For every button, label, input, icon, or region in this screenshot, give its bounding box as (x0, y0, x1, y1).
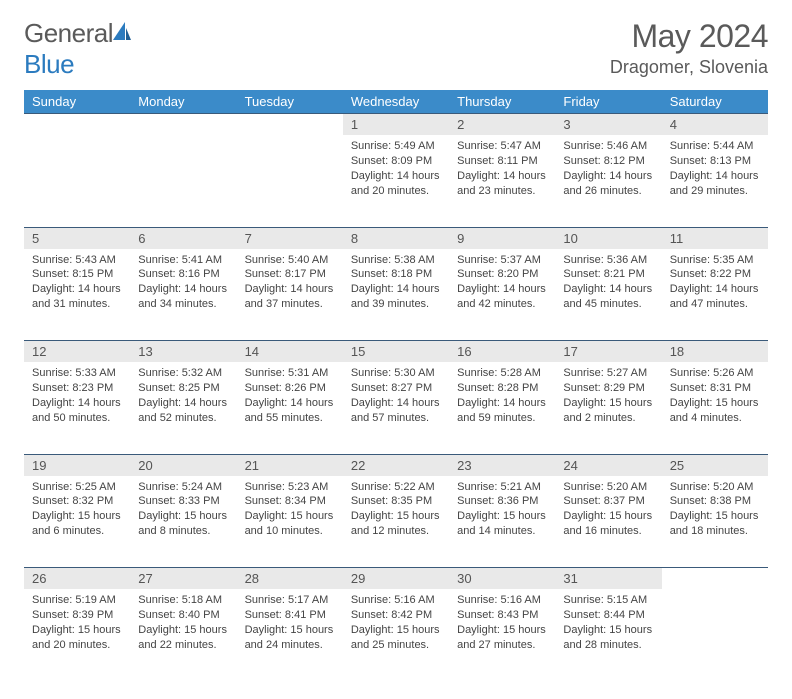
day-data-cell (237, 135, 343, 227)
day-data-cell: Sunrise: 5:37 AMSunset: 8:20 PMDaylight:… (449, 249, 555, 341)
day-number-cell: 26 (24, 568, 130, 590)
day-data-cell: Sunrise: 5:49 AMSunset: 8:09 PMDaylight:… (343, 135, 449, 227)
day-number-cell: 31 (555, 568, 661, 590)
day-number-cell (24, 114, 130, 136)
weekday-header: Sunday (24, 90, 130, 114)
day-data-cell: Sunrise: 5:20 AMSunset: 8:37 PMDaylight:… (555, 476, 661, 568)
brand-part1: General (24, 18, 113, 48)
day-number-row: 12131415161718 (24, 341, 768, 363)
day-data-cell: Sunrise: 5:21 AMSunset: 8:36 PMDaylight:… (449, 476, 555, 568)
day-data-cell: Sunrise: 5:47 AMSunset: 8:11 PMDaylight:… (449, 135, 555, 227)
day-data-cell: Sunrise: 5:17 AMSunset: 8:41 PMDaylight:… (237, 589, 343, 681)
day-number-cell: 27 (130, 568, 236, 590)
sail-icon (111, 18, 133, 40)
day-number-cell: 9 (449, 227, 555, 249)
day-data-cell: Sunrise: 5:26 AMSunset: 8:31 PMDaylight:… (662, 362, 768, 454)
day-data-cell: Sunrise: 5:43 AMSunset: 8:15 PMDaylight:… (24, 249, 130, 341)
brand-logo: GeneralBlue (24, 18, 133, 80)
day-data-cell: Sunrise: 5:36 AMSunset: 8:21 PMDaylight:… (555, 249, 661, 341)
day-number-cell: 18 (662, 341, 768, 363)
weekday-header: Thursday (449, 90, 555, 114)
day-number-cell: 10 (555, 227, 661, 249)
day-data-cell: Sunrise: 5:15 AMSunset: 8:44 PMDaylight:… (555, 589, 661, 681)
weekday-header: Wednesday (343, 90, 449, 114)
day-data-row: Sunrise: 5:43 AMSunset: 8:15 PMDaylight:… (24, 249, 768, 341)
day-number-cell: 16 (449, 341, 555, 363)
day-number-cell (237, 114, 343, 136)
day-data-cell: Sunrise: 5:28 AMSunset: 8:28 PMDaylight:… (449, 362, 555, 454)
day-number-cell: 23 (449, 454, 555, 476)
weekday-header: Friday (555, 90, 661, 114)
day-data-row: Sunrise: 5:33 AMSunset: 8:23 PMDaylight:… (24, 362, 768, 454)
weekday-header-row: Sunday Monday Tuesday Wednesday Thursday… (24, 90, 768, 114)
brand-text: GeneralBlue (24, 18, 133, 80)
day-data-cell: Sunrise: 5:35 AMSunset: 8:22 PMDaylight:… (662, 249, 768, 341)
weekday-header: Tuesday (237, 90, 343, 114)
day-number-cell: 15 (343, 341, 449, 363)
day-data-cell: Sunrise: 5:30 AMSunset: 8:27 PMDaylight:… (343, 362, 449, 454)
day-number-cell: 20 (130, 454, 236, 476)
day-data-cell: Sunrise: 5:38 AMSunset: 8:18 PMDaylight:… (343, 249, 449, 341)
calendar-table: Sunday Monday Tuesday Wednesday Thursday… (24, 90, 768, 681)
day-number-cell: 28 (237, 568, 343, 590)
day-number-cell (130, 114, 236, 136)
day-data-cell: Sunrise: 5:32 AMSunset: 8:25 PMDaylight:… (130, 362, 236, 454)
day-data-cell: Sunrise: 5:40 AMSunset: 8:17 PMDaylight:… (237, 249, 343, 341)
day-data-cell: Sunrise: 5:33 AMSunset: 8:23 PMDaylight:… (24, 362, 130, 454)
day-data-cell (662, 589, 768, 681)
day-data-cell: Sunrise: 5:19 AMSunset: 8:39 PMDaylight:… (24, 589, 130, 681)
day-data-row: Sunrise: 5:25 AMSunset: 8:32 PMDaylight:… (24, 476, 768, 568)
day-number-row: 567891011 (24, 227, 768, 249)
day-data-cell: Sunrise: 5:24 AMSunset: 8:33 PMDaylight:… (130, 476, 236, 568)
day-data-cell: Sunrise: 5:16 AMSunset: 8:43 PMDaylight:… (449, 589, 555, 681)
location: Dragomer, Slovenia (610, 57, 768, 78)
day-number-cell: 8 (343, 227, 449, 249)
day-data-cell: Sunrise: 5:31 AMSunset: 8:26 PMDaylight:… (237, 362, 343, 454)
weekday-header: Monday (130, 90, 236, 114)
day-data-cell: Sunrise: 5:46 AMSunset: 8:12 PMDaylight:… (555, 135, 661, 227)
day-number-cell: 12 (24, 341, 130, 363)
day-number-cell: 4 (662, 114, 768, 136)
day-data-cell: Sunrise: 5:25 AMSunset: 8:32 PMDaylight:… (24, 476, 130, 568)
day-number-row: 19202122232425 (24, 454, 768, 476)
day-number-cell: 29 (343, 568, 449, 590)
day-number-cell: 19 (24, 454, 130, 476)
day-number-cell: 14 (237, 341, 343, 363)
day-number-cell (662, 568, 768, 590)
day-data-cell: Sunrise: 5:16 AMSunset: 8:42 PMDaylight:… (343, 589, 449, 681)
day-number-cell: 17 (555, 341, 661, 363)
title-block: May 2024 Dragomer, Slovenia (610, 18, 768, 78)
day-data-row: Sunrise: 5:19 AMSunset: 8:39 PMDaylight:… (24, 589, 768, 681)
day-data-cell: Sunrise: 5:41 AMSunset: 8:16 PMDaylight:… (130, 249, 236, 341)
day-number-cell: 3 (555, 114, 661, 136)
day-number-cell: 6 (130, 227, 236, 249)
day-number-cell: 25 (662, 454, 768, 476)
day-number-cell: 24 (555, 454, 661, 476)
weekday-header: Saturday (662, 90, 768, 114)
day-number-cell: 1 (343, 114, 449, 136)
day-number-row: 262728293031 (24, 568, 768, 590)
day-number-cell: 7 (237, 227, 343, 249)
day-data-cell: Sunrise: 5:44 AMSunset: 8:13 PMDaylight:… (662, 135, 768, 227)
day-data-cell: Sunrise: 5:23 AMSunset: 8:34 PMDaylight:… (237, 476, 343, 568)
day-data-cell: Sunrise: 5:22 AMSunset: 8:35 PMDaylight:… (343, 476, 449, 568)
day-number-cell: 30 (449, 568, 555, 590)
day-number-cell: 21 (237, 454, 343, 476)
day-number-cell: 13 (130, 341, 236, 363)
month-title: May 2024 (610, 18, 768, 55)
day-number-cell: 11 (662, 227, 768, 249)
day-data-cell: Sunrise: 5:20 AMSunset: 8:38 PMDaylight:… (662, 476, 768, 568)
brand-part2: Blue (24, 49, 74, 79)
day-number-cell: 5 (24, 227, 130, 249)
day-data-cell (24, 135, 130, 227)
day-number-cell: 2 (449, 114, 555, 136)
calendar-page: GeneralBlue May 2024 Dragomer, Slovenia … (0, 0, 792, 699)
day-number-row: 1234 (24, 114, 768, 136)
header: GeneralBlue May 2024 Dragomer, Slovenia (24, 18, 768, 80)
day-data-cell: Sunrise: 5:18 AMSunset: 8:40 PMDaylight:… (130, 589, 236, 681)
day-data-cell (130, 135, 236, 227)
day-number-cell: 22 (343, 454, 449, 476)
day-data-cell: Sunrise: 5:27 AMSunset: 8:29 PMDaylight:… (555, 362, 661, 454)
day-data-row: Sunrise: 5:49 AMSunset: 8:09 PMDaylight:… (24, 135, 768, 227)
